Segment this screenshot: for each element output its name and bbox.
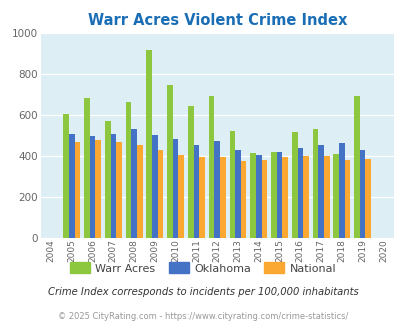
Bar [312,129,318,238]
Bar [188,106,193,238]
Bar [359,149,364,238]
Bar [136,145,142,238]
Bar [303,156,308,238]
Bar [131,129,136,238]
Text: Crime Index corresponds to incidents per 100,000 inhabitants: Crime Index corresponds to incidents per… [47,287,358,297]
Title: Warr Acres Violent Crime Index: Warr Acres Violent Crime Index [87,13,346,28]
Bar [338,144,344,238]
Bar [234,149,240,238]
Bar [75,143,80,238]
Bar [240,161,246,238]
Bar [220,157,225,238]
Bar [354,96,359,238]
Bar [173,139,178,238]
Bar [63,114,69,238]
Bar [364,159,370,238]
Text: © 2025 CityRating.com - https://www.cityrating.com/crime-statistics/: © 2025 CityRating.com - https://www.city… [58,312,347,321]
Bar [229,131,234,238]
Bar [214,142,220,238]
Bar [69,134,75,238]
Bar [116,143,121,238]
Bar [323,156,329,238]
Bar [297,148,303,238]
Bar [281,157,287,238]
Bar [157,149,163,238]
Bar [344,160,350,238]
Bar [84,98,90,238]
Bar [199,157,205,238]
Bar [276,152,281,238]
Bar [178,155,183,238]
Legend: Warr Acres, Oklahoma, National: Warr Acres, Oklahoma, National [65,258,340,278]
Bar [152,135,157,238]
Bar [193,145,199,238]
Bar [110,134,116,238]
Bar [126,102,131,238]
Bar [146,50,152,238]
Bar [318,145,323,238]
Bar [208,96,214,238]
Bar [333,154,338,238]
Bar [250,153,255,238]
Bar [261,160,266,238]
Bar [271,152,276,238]
Bar [167,85,173,238]
Bar [90,136,95,238]
Bar [255,155,261,238]
Bar [95,141,101,238]
Bar [104,121,110,238]
Bar [291,132,297,238]
